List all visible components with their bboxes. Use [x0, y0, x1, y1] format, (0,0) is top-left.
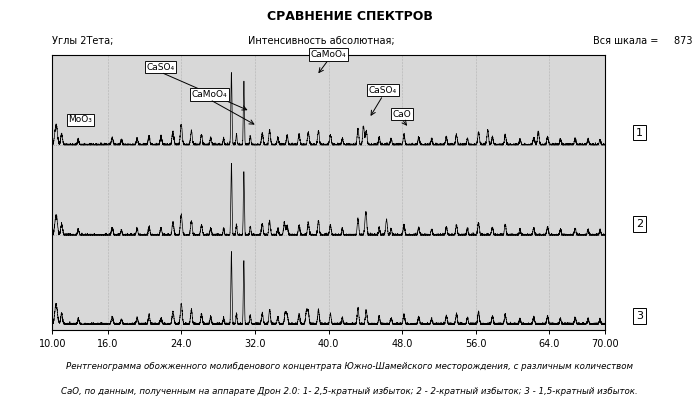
Text: Рентгенограмма обожженного молибденового концентрата Южно-Шамейского месторожден: Рентгенограмма обожженного молибденового… [66, 362, 633, 371]
Text: СРАВНЕНИЕ СПЕКТРОВ: СРАВНЕНИЕ СПЕКТРОВ [266, 10, 433, 24]
Text: 2: 2 [636, 219, 643, 229]
Text: Углы 2Тета;: Углы 2Тета; [52, 36, 114, 46]
Text: CaSO₄: CaSO₄ [147, 63, 175, 72]
Text: CaMoO₄: CaMoO₄ [192, 90, 227, 99]
Text: CaMoO₄: CaMoO₄ [311, 50, 346, 59]
Text: Вся шкала =     873: Вся шкала = 873 [593, 36, 692, 46]
Text: СаО, по данным, полученным на аппарате Дрон 2.0: 1- 2,5-кратный избыток; 2 - 2-к: СаО, по данным, полученным на аппарате Д… [61, 387, 638, 396]
Text: CaSO₄: CaSO₄ [369, 86, 397, 95]
Text: CaO: CaO [393, 110, 411, 119]
Text: 1: 1 [636, 128, 643, 138]
Text: MoO₃: MoO₃ [69, 115, 92, 124]
Text: 3: 3 [636, 311, 643, 321]
Text: Интенсивность абсолютная;: Интенсивность абсолютная; [248, 36, 395, 46]
